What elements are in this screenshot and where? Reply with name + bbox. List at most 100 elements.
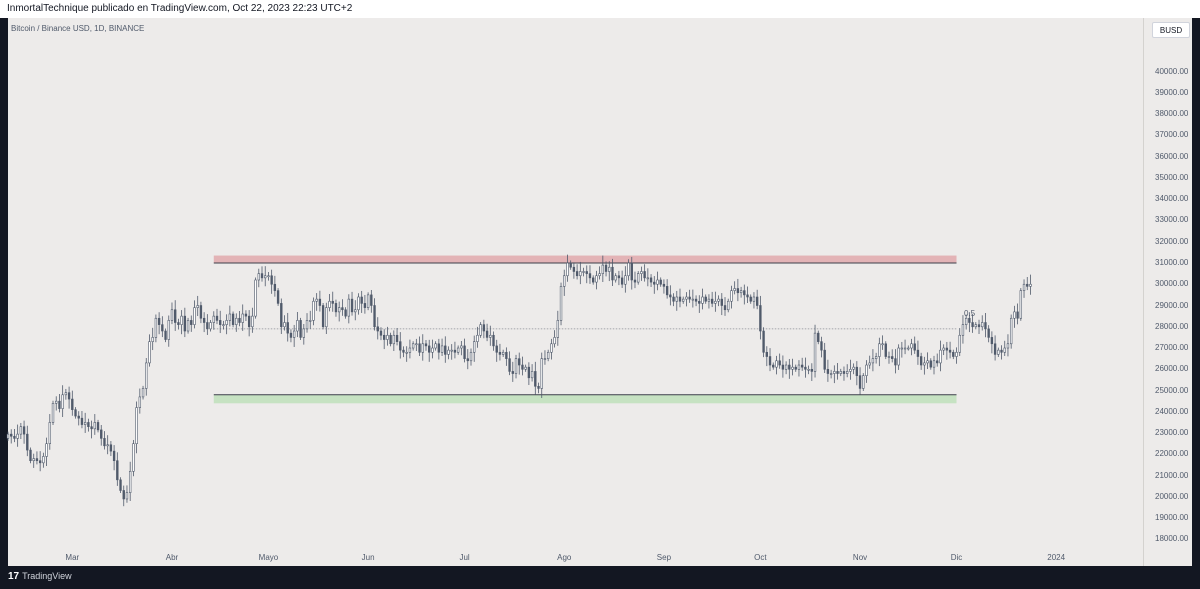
price-tick-label: 34000.00	[1155, 194, 1189, 204]
candle-up	[807, 368, 810, 371]
time-tick-label: Jul	[459, 553, 470, 562]
candle-down	[993, 343, 997, 355]
candle-down	[80, 417, 84, 425]
symbol-legend[interactable]: Bitcoin / Binance USD, 1D, BINANCE	[11, 24, 145, 33]
candle-up	[145, 362, 148, 389]
candle-up	[128, 471, 132, 493]
candle-down	[945, 347, 949, 351]
candle-down	[630, 262, 633, 281]
candle-up	[501, 351, 505, 355]
candle-up	[45, 443, 48, 457]
tradingview-logo[interactable]: 17 TradingView	[8, 571, 72, 582]
price-tick-label: 25000.00	[1155, 385, 1189, 395]
candle-down	[202, 317, 206, 323]
candle-down	[199, 305, 203, 319]
candle-down	[521, 364, 524, 370]
candle-down	[38, 460, 42, 464]
candle-up	[196, 305, 199, 308]
candle-down	[858, 375, 862, 389]
candle-down	[772, 364, 775, 368]
candle-down	[428, 345, 431, 353]
candle-down	[331, 300, 334, 304]
candle-down	[891, 356, 894, 359]
candle-up	[955, 351, 958, 357]
candle-down	[67, 392, 71, 400]
candle-up	[942, 347, 945, 351]
candle-down	[350, 298, 354, 313]
candle-up	[264, 275, 267, 279]
candle-down	[884, 343, 887, 357]
candle-down	[58, 400, 61, 409]
resistance-zone	[213, 255, 957, 263]
candle-down	[206, 322, 209, 330]
price-tick-label: 39000.00	[1155, 87, 1189, 97]
candle-down	[611, 266, 614, 281]
candle-down	[778, 360, 781, 366]
candle-up	[849, 368, 852, 372]
candle-up	[846, 371, 849, 374]
candle-down	[987, 328, 990, 338]
candle-up	[154, 317, 158, 338]
candle-up	[881, 343, 884, 346]
candle-down	[755, 296, 759, 306]
candle-up	[550, 343, 553, 353]
candle-up	[138, 396, 142, 408]
candle-down	[495, 345, 498, 353]
candle-down	[13, 435, 16, 439]
currency-badge[interactable]: BUSD	[1152, 22, 1190, 38]
candle-down	[286, 322, 289, 334]
candle-up	[337, 307, 341, 313]
chart-pane[interactable]	[8, 18, 1192, 566]
candle-up	[135, 407, 138, 444]
candle-down	[977, 324, 981, 328]
candle-up	[791, 366, 794, 370]
candle-up	[563, 275, 566, 287]
candle-up	[125, 492, 129, 500]
candle-down	[383, 334, 386, 340]
candle-down	[289, 332, 293, 338]
candle-down	[100, 429, 103, 439]
candle-down	[836, 371, 839, 374]
candle-down	[238, 317, 241, 323]
candle-up	[775, 360, 778, 368]
candle-up	[1029, 283, 1032, 287]
candle-up	[16, 433, 19, 439]
candle-up	[186, 320, 190, 332]
candle-up	[784, 364, 788, 370]
candle-up	[701, 296, 704, 304]
candle-up	[530, 371, 534, 379]
candle-down	[244, 313, 248, 317]
candle-down	[678, 296, 682, 302]
candle-down	[164, 330, 167, 340]
candle-up	[961, 324, 965, 336]
candle-up	[1009, 317, 1013, 345]
candle-up	[717, 298, 720, 302]
candle-up	[19, 426, 23, 435]
candle-down	[894, 358, 897, 366]
candle-down	[572, 266, 576, 272]
candle-up	[932, 360, 936, 368]
candle-down	[534, 371, 537, 387]
time-tick-label: Mayo	[258, 553, 279, 562]
candle-down	[604, 264, 608, 272]
candle-up	[55, 400, 58, 404]
price-tick-label: 36000.00	[1155, 151, 1189, 161]
candle-down	[492, 334, 495, 347]
candle-up	[540, 358, 543, 389]
time-tick-label: Abr	[165, 553, 179, 562]
candle-down	[659, 279, 662, 285]
candle-up	[926, 360, 929, 364]
candle-down	[781, 364, 785, 370]
candle-up	[235, 317, 238, 325]
candle-down	[704, 296, 707, 302]
candle-up	[579, 271, 582, 277]
candle-up	[440, 345, 444, 353]
price-tick-label: 30000.00	[1155, 279, 1189, 289]
candle-down	[183, 315, 187, 332]
candle-up	[739, 290, 743, 294]
candle-down	[321, 305, 325, 328]
candle-down	[341, 307, 344, 311]
candle-up	[148, 341, 151, 364]
candle-down	[919, 356, 923, 366]
